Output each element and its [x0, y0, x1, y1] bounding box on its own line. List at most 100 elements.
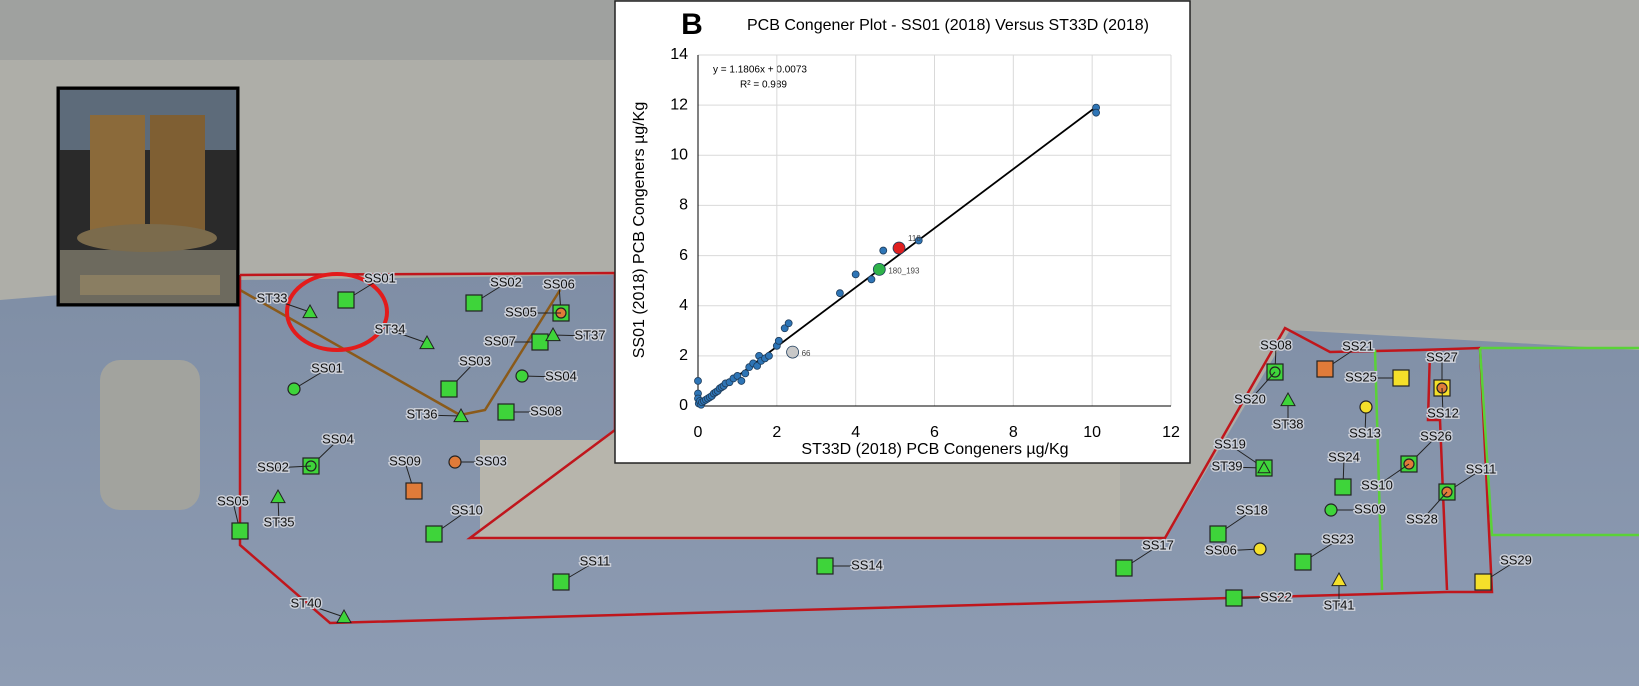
- site-label: SS14: [851, 557, 883, 572]
- site-label: SS25: [1345, 369, 1377, 384]
- site-label: SS09: [1354, 501, 1386, 516]
- y-tick-label: 4: [679, 297, 688, 314]
- site-label: SS08: [1260, 337, 1292, 352]
- site-label: SS06: [1205, 542, 1237, 557]
- site-label: SS23: [1322, 531, 1354, 546]
- leader-line: [1376, 463, 1410, 487]
- site-circle: [1253, 542, 1267, 556]
- site-circle: [515, 369, 529, 383]
- point: [851, 270, 860, 279]
- site-label: ST33: [256, 290, 287, 305]
- point-label: 180_193: [888, 266, 920, 275]
- point: [753, 361, 762, 370]
- chart-frame: [614, 0, 1191, 464]
- x-tick-label: 6: [930, 424, 939, 441]
- site-label: SS02: [257, 459, 289, 474]
- leader-line: [1421, 491, 1448, 521]
- site-label: SS19: [1214, 436, 1246, 451]
- site-label: SS28: [1406, 511, 1438, 526]
- y-tick-label: 0: [679, 397, 688, 414]
- site-square: [1115, 559, 1133, 577]
- x-tick-label: 12: [1162, 424, 1180, 441]
- site-label: SS10: [451, 502, 483, 517]
- site-square: [1209, 525, 1227, 543]
- point-label: 118: [908, 234, 921, 243]
- site-square: [1294, 553, 1312, 571]
- site-label: SS26: [1420, 428, 1452, 443]
- site-label: SS08: [530, 403, 562, 418]
- site-label: SS13: [1349, 425, 1381, 440]
- x-tick-label: 4: [851, 424, 860, 441]
- panel-label: B: [681, 8, 703, 41]
- site-triangle: [1280, 391, 1296, 407]
- y-tick-label: 12: [670, 96, 688, 113]
- site-label: SS05: [505, 304, 537, 319]
- site-label: SS03: [459, 353, 491, 368]
- point: [879, 246, 888, 255]
- point: [737, 377, 746, 385]
- site-label: SS27: [1426, 349, 1458, 364]
- point: [867, 275, 876, 284]
- site-square: [552, 573, 570, 591]
- point: [914, 236, 923, 245]
- site-label: SS05: [217, 493, 249, 508]
- site-markers: SS01 ST33 SS02 SS06 SS05 ST34 SS07 ST37 SS03 SS04…: [216, 269, 1533, 624]
- site-label: ST37: [574, 327, 605, 342]
- site-label: SS12: [1427, 405, 1459, 420]
- leader-line: [421, 414, 462, 417]
- y-tick-label: 2: [679, 347, 688, 364]
- point: [765, 351, 773, 360]
- r-squared: R² = 0.989: [740, 80, 787, 91]
- boundary-line: [1478, 347, 1639, 537]
- x-tick-label: 0: [694, 424, 703, 441]
- site-label: ST39: [1211, 458, 1242, 473]
- site-label: ST34: [374, 321, 405, 336]
- leader-line: [552, 334, 591, 337]
- site-label: SS11: [580, 553, 611, 568]
- site-triangle: [545, 326, 561, 342]
- site-square: [816, 557, 834, 575]
- site-square: [440, 380, 458, 398]
- leader-line: [389, 329, 428, 344]
- chart-title: PCB Congener Plot - SS01 (2018) Versus S…: [747, 17, 1149, 34]
- site-label: SS03: [475, 453, 507, 468]
- site-label: SS24: [1328, 449, 1360, 464]
- point: [872, 262, 886, 276]
- rail-yard: [1190, 0, 1639, 330]
- site-label: SS04: [545, 368, 577, 383]
- point: [741, 369, 750, 378]
- y-tick-label: 6: [679, 247, 688, 264]
- site-label: ST40: [290, 595, 321, 610]
- y-tick-label: 14: [670, 46, 688, 63]
- site-label: ST36: [406, 406, 437, 421]
- x-tick-label: 8: [1009, 424, 1018, 441]
- leader-line: [305, 603, 345, 618]
- site-square: [405, 482, 423, 500]
- site-triangle: [336, 608, 352, 624]
- site-square: [1392, 369, 1410, 387]
- point: [784, 319, 793, 328]
- equation: y = 1.1806x + 0.0073: [713, 65, 807, 76]
- x-tick-label: 2: [772, 424, 781, 441]
- site-square: [337, 291, 355, 309]
- y-tick-label: 10: [670, 147, 688, 164]
- y-axis-title: SS01 (2018) PCB Congeners µg/Kg: [631, 102, 648, 358]
- site-label: SS17: [1142, 537, 1174, 552]
- point: [780, 324, 789, 333]
- site-triangle: [453, 407, 469, 423]
- site-label: ST41: [1323, 597, 1354, 612]
- y-tick-label: 8: [679, 197, 688, 214]
- site-triangle: [1257, 460, 1271, 474]
- site-square: [531, 333, 549, 351]
- site-label: SS01: [311, 360, 343, 375]
- x-axis-title: ST33D (2018) PCB Congeners µg/Kg: [801, 441, 1068, 458]
- photo-inset: [56, 86, 240, 307]
- point: [786, 345, 799, 359]
- leader-line: [272, 465, 312, 469]
- site-square: [1316, 360, 1334, 378]
- site-square: [425, 525, 443, 543]
- site-label: ST35: [263, 514, 294, 529]
- boundary-line: [1426, 349, 1449, 591]
- site-circle: [448, 455, 462, 469]
